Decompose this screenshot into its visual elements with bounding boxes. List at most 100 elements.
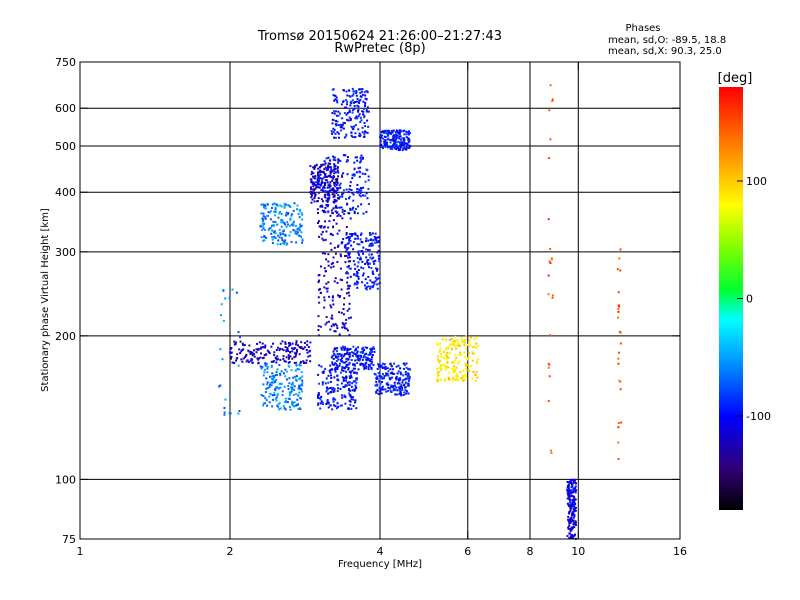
scatter-point bbox=[336, 232, 339, 235]
scatter-point bbox=[346, 347, 349, 350]
scatter-point bbox=[468, 342, 471, 345]
scatter-point bbox=[384, 139, 387, 142]
scatter-point bbox=[341, 175, 344, 178]
scatter-point bbox=[331, 188, 334, 191]
scatter-point bbox=[355, 355, 358, 358]
scatter-point bbox=[276, 243, 279, 246]
scatter-point bbox=[571, 501, 574, 504]
scatter-point bbox=[367, 259, 370, 262]
scatter-point bbox=[396, 134, 399, 137]
scatter-point bbox=[345, 236, 348, 239]
scatter-point bbox=[328, 175, 331, 178]
scatter-point bbox=[348, 302, 351, 305]
scatter-point bbox=[313, 167, 316, 170]
scatter-point bbox=[305, 361, 308, 364]
scatter-point bbox=[328, 370, 331, 373]
scatter-point bbox=[354, 401, 357, 404]
scatter-point bbox=[240, 350, 243, 353]
scatter-point bbox=[333, 165, 336, 168]
scatter-point bbox=[265, 387, 268, 390]
scatter-point bbox=[616, 268, 619, 271]
scatter-point bbox=[318, 288, 321, 291]
scatter-point bbox=[458, 354, 461, 357]
scatter-point bbox=[347, 191, 350, 194]
scatter-point bbox=[359, 351, 362, 354]
scatter-point bbox=[309, 360, 312, 363]
scatter-point bbox=[356, 191, 359, 194]
scatter-point bbox=[377, 239, 380, 242]
scatter-point bbox=[301, 213, 304, 216]
scatter-point bbox=[395, 141, 398, 144]
scatter-point bbox=[461, 341, 464, 344]
scatter-point bbox=[572, 499, 575, 502]
scatter-point bbox=[442, 363, 445, 366]
scatter-point bbox=[291, 357, 294, 360]
scatter-point bbox=[336, 374, 339, 377]
scatter-point bbox=[288, 377, 291, 380]
scatter-point bbox=[329, 159, 332, 162]
scatter-point bbox=[395, 148, 398, 151]
scatter-point bbox=[331, 193, 334, 196]
scatter-point bbox=[318, 174, 321, 177]
scatter-point bbox=[389, 378, 392, 381]
scatter-point bbox=[288, 356, 291, 359]
scatter-point bbox=[336, 366, 339, 369]
scatter-point bbox=[278, 364, 281, 367]
scatter-point bbox=[385, 383, 388, 386]
scatter-point bbox=[325, 203, 328, 206]
scatter-point bbox=[342, 385, 345, 388]
scatter-point bbox=[299, 396, 302, 399]
scatter-point bbox=[358, 175, 361, 178]
scatter-point bbox=[363, 348, 366, 351]
scatter-point bbox=[315, 163, 318, 166]
scatter-point bbox=[360, 119, 363, 122]
scatter-point bbox=[324, 238, 327, 241]
scatter-point bbox=[446, 365, 449, 368]
scatter-point bbox=[265, 362, 268, 365]
scatter-point bbox=[349, 403, 352, 406]
scatter-point bbox=[292, 394, 295, 397]
scatter-point bbox=[370, 366, 373, 369]
scatter-point bbox=[281, 394, 284, 397]
scatter-point bbox=[318, 279, 321, 282]
scatter-point bbox=[451, 361, 454, 364]
scatter-point bbox=[406, 377, 409, 380]
scatter-point bbox=[275, 349, 278, 352]
scatter-point bbox=[319, 291, 322, 294]
scatter-point bbox=[329, 185, 332, 188]
scatter-point bbox=[356, 188, 359, 191]
scatter-point bbox=[384, 131, 387, 134]
scatter-point bbox=[453, 361, 456, 364]
scatter-point bbox=[356, 358, 359, 361]
scatter-point bbox=[339, 112, 342, 115]
scatter-point bbox=[442, 356, 445, 359]
scatter-point bbox=[279, 342, 282, 345]
scatter-point bbox=[567, 487, 570, 490]
scatter-point bbox=[362, 212, 365, 215]
scatter-point bbox=[348, 267, 351, 270]
scatter-point bbox=[274, 374, 277, 377]
scatter-point bbox=[276, 355, 279, 358]
scatter-point bbox=[404, 373, 407, 376]
scatter-point bbox=[349, 400, 352, 403]
scatter-point bbox=[363, 114, 366, 117]
scatter-point bbox=[325, 169, 328, 172]
scatter-point bbox=[364, 287, 367, 290]
scatter-point bbox=[359, 156, 362, 159]
scatter-point bbox=[359, 354, 362, 357]
scatter-point bbox=[369, 287, 372, 290]
scatter-point bbox=[336, 356, 339, 359]
scatter-point bbox=[395, 376, 398, 379]
scatter-point bbox=[384, 388, 387, 391]
scatter-point bbox=[384, 365, 387, 368]
scatter-point bbox=[476, 344, 479, 347]
scatter-point bbox=[264, 207, 267, 210]
scatter-point bbox=[300, 231, 303, 234]
scatter-point bbox=[568, 519, 571, 522]
scatter-point bbox=[353, 283, 356, 286]
scatter-point bbox=[463, 374, 466, 377]
scatter-point bbox=[385, 374, 388, 377]
scatter-point bbox=[261, 366, 264, 369]
scatter-point bbox=[287, 354, 290, 357]
